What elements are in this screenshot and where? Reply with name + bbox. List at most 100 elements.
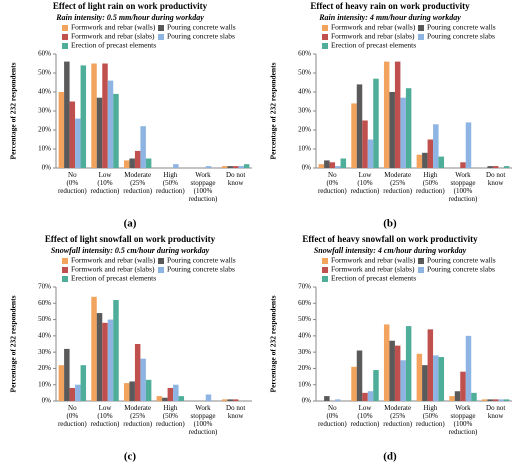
bar (102, 63, 108, 168)
bar (400, 97, 406, 168)
legend-label: Formwork and rebar (slabs) (331, 32, 415, 41)
bar (356, 84, 363, 168)
bar (481, 399, 488, 401)
panel-label: (b) (383, 218, 397, 230)
bar (335, 399, 341, 401)
bar (405, 88, 412, 168)
legend-label: Pouring concrete walls (427, 23, 496, 32)
legend-label: Pouring concrete slabs (167, 265, 235, 274)
legend-label: Formwork and rebar (walls) (71, 23, 156, 32)
legend-swatch (322, 258, 328, 264)
y-axis-label: Percentage of 232 respondents (9, 62, 18, 159)
x-tick-label: Work stoppage (100% reduction) (449, 404, 478, 436)
bar (91, 63, 97, 168)
legend-label: Pouring concrete slabs (427, 265, 495, 274)
bar (433, 124, 439, 168)
bar (145, 379, 152, 401)
y-tick-label: 50% (298, 69, 311, 77)
y-tick-label: 0% (302, 397, 312, 405)
chart: Effect of heavy rain on work productivit… (269, 1, 512, 230)
bar (58, 365, 65, 401)
bar (340, 158, 347, 168)
legend-label: Erection of precast elements (71, 274, 156, 283)
bar (324, 160, 330, 168)
legend-label: Pouring concrete slabs (427, 32, 495, 41)
legend-swatch (418, 267, 424, 273)
chart-subtitle: Snowfall intensity: 4 cm/hour during wor… (314, 246, 467, 255)
legend-label: Formwork and rebar (walls) (331, 23, 416, 32)
legend-swatch (322, 34, 328, 40)
y-tick-label: 10% (298, 380, 311, 388)
bar (427, 329, 434, 401)
legend-swatch (322, 267, 328, 273)
bar (167, 387, 174, 401)
bar (123, 383, 130, 401)
bar (162, 397, 168, 401)
bar (351, 103, 357, 168)
bar (107, 80, 114, 168)
bar (394, 61, 401, 168)
y-tick-label: 50% (298, 315, 311, 323)
x-tick-label: Moderate (25% reduction) (123, 404, 152, 428)
chart-title: Effect of heavy rain on work productivit… (310, 1, 470, 11)
bar (113, 300, 119, 401)
chart: Effect of light snowfall on work product… (9, 234, 252, 463)
bar (383, 324, 390, 401)
bar (351, 366, 357, 401)
x-tick-label: Do not know (486, 404, 505, 420)
bar (389, 92, 395, 168)
chart-subtitle: Rain intensity: 0.5 mm/hour during workd… (55, 13, 204, 22)
x-tick-label: No (0% reduction) (58, 404, 87, 428)
bar (422, 365, 428, 401)
bar (156, 396, 163, 401)
x-tick-label: High (50% reduction) (416, 404, 445, 428)
bar (460, 371, 466, 401)
bar (221, 399, 228, 401)
bar (335, 166, 341, 168)
bar (69, 101, 76, 168)
bar (487, 399, 493, 401)
bar (503, 166, 510, 168)
x-tick-label: Do not know (226, 171, 245, 187)
bar (487, 166, 493, 168)
bar (134, 150, 141, 168)
bar (75, 384, 81, 401)
legend-label: Formwork and rebar (slabs) (331, 265, 415, 274)
legend-swatch (322, 25, 328, 31)
bar (102, 322, 108, 401)
y-axis-label: Percentage of 232 respondents (9, 295, 18, 392)
y-tick-label: 40% (298, 88, 311, 96)
legend-swatch (62, 267, 68, 273)
x-tick-label: High (50% reduction) (156, 171, 185, 195)
x-tick-label: No (0% reduction) (58, 171, 87, 195)
legend-swatch (418, 25, 424, 31)
bar (400, 360, 406, 401)
chart-title: Effect of light snowfall on work product… (45, 234, 216, 244)
y-tick-label: 60% (38, 299, 51, 307)
bar (221, 166, 228, 168)
legend-swatch (418, 34, 424, 40)
bar (460, 162, 466, 168)
y-tick-label: 20% (38, 364, 51, 372)
bar (75, 118, 81, 168)
y-tick-label: 10% (38, 380, 51, 388)
bar (140, 126, 146, 168)
bar (113, 93, 119, 168)
bar (422, 152, 428, 168)
y-tick-label: 60% (298, 50, 311, 58)
bar (329, 162, 336, 168)
bar (107, 319, 114, 401)
legend-label: Pouring concrete walls (167, 23, 236, 32)
chart-subtitle: Rain intensity: 4 mm/hour during workday (318, 13, 461, 22)
legend-swatch (322, 276, 328, 282)
bar (367, 391, 374, 401)
bar (129, 158, 135, 168)
bar (383, 61, 390, 168)
bar (58, 92, 65, 168)
panel-label: (a) (124, 218, 137, 230)
legend-label: Pouring concrete walls (427, 256, 496, 265)
bar (465, 335, 472, 401)
panel-label: (c) (124, 451, 137, 463)
x-tick-label: Work stoppage (100% reduction) (449, 171, 478, 203)
